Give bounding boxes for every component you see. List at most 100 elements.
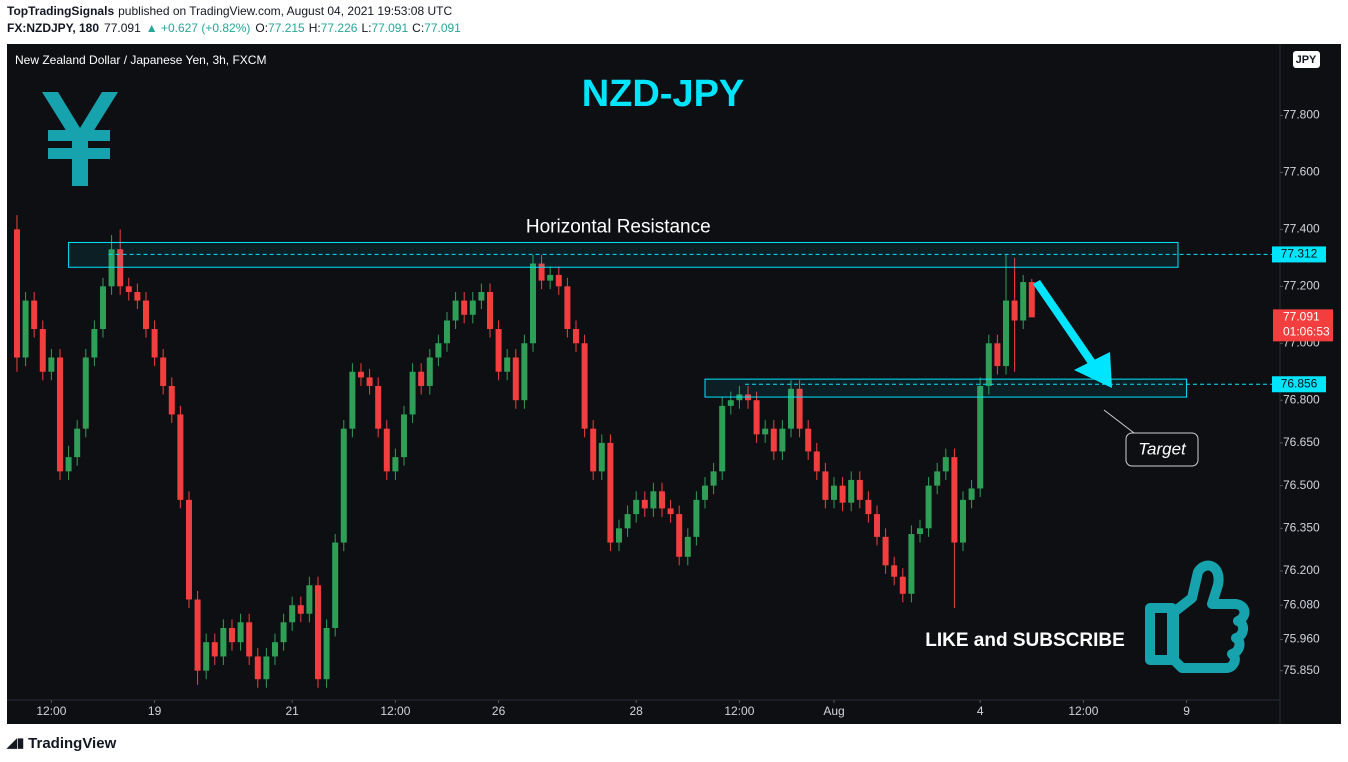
candle-body xyxy=(168,385,175,415)
candle-body xyxy=(590,428,597,472)
level-badge xyxy=(1272,376,1326,393)
candle-body xyxy=(435,343,442,358)
symbol-description: New Zealand Dollar / Japanese Yen, 3h, F… xyxy=(15,53,266,67)
change: ▲ +0.627 (+0.82%) xyxy=(146,21,251,35)
candle-body xyxy=(830,485,837,500)
candle-body xyxy=(805,428,812,452)
candle-body xyxy=(228,627,235,643)
candle-body xyxy=(839,485,846,503)
candle-body xyxy=(676,514,683,557)
candle-body xyxy=(538,263,545,281)
x-tick-label: 12:00 xyxy=(36,704,66,718)
y-tick-label: 77.200 xyxy=(1283,278,1320,292)
candle-body xyxy=(865,499,872,515)
candle-body xyxy=(762,428,769,435)
candle-body xyxy=(99,286,106,330)
candle-body xyxy=(977,385,984,489)
candle-body xyxy=(194,599,201,671)
brand-text: TradingView xyxy=(28,735,116,752)
candle-body xyxy=(667,508,674,515)
candle-body xyxy=(719,405,726,472)
candle-body xyxy=(263,656,270,680)
candle-body xyxy=(469,300,476,315)
candle-body xyxy=(813,451,820,472)
candle-body xyxy=(314,585,321,680)
candle-body xyxy=(91,329,98,358)
x-tick-label: 21 xyxy=(286,704,300,718)
candle-body xyxy=(108,249,115,287)
candle-body xyxy=(994,343,1001,367)
candle-body xyxy=(779,428,786,452)
currency: JPY xyxy=(1296,54,1317,66)
candle-body xyxy=(366,377,373,386)
candle-body xyxy=(959,499,966,543)
candle-body xyxy=(727,400,734,406)
candle-body xyxy=(504,357,511,372)
candle-body xyxy=(624,514,631,529)
symbol-line: FX:NZDJPY, 180 77.091 ▲ +0.627 (+0.82%) O:7… xyxy=(7,21,461,35)
candle-body xyxy=(39,329,46,372)
candle-body xyxy=(770,428,777,452)
candle-body xyxy=(478,292,485,301)
candle-body xyxy=(710,471,717,486)
candle-body xyxy=(125,286,132,293)
candle-body xyxy=(753,400,760,435)
x-tick-label: 28 xyxy=(630,704,644,718)
candle-body xyxy=(658,491,665,509)
candle-body xyxy=(1028,282,1035,318)
candle-body xyxy=(968,488,975,500)
candle-body xyxy=(160,357,167,386)
candle-body xyxy=(418,371,425,386)
callout-box xyxy=(1125,432,1199,467)
y-tick-label: 76.200 xyxy=(1283,563,1320,577)
candle-body xyxy=(297,605,304,614)
candle-body xyxy=(615,528,622,543)
candle-body xyxy=(31,300,38,330)
author: TopTradingSignals xyxy=(7,4,114,18)
candle-body xyxy=(822,471,829,500)
x-tick-label: 9 xyxy=(1183,704,1190,718)
y-tick-label: 75.960 xyxy=(1283,632,1320,646)
candle-body xyxy=(899,576,906,594)
candle-body xyxy=(633,499,640,515)
target-text: Target xyxy=(1138,439,1187,458)
ohlc-value: 77.226 xyxy=(321,21,358,35)
candle-body xyxy=(856,479,863,500)
candle-body xyxy=(65,457,72,472)
candle-body xyxy=(13,229,20,358)
zone-label: Horizontal Resistance xyxy=(526,216,711,237)
plot: 77.80077.60077.40077.20077.00076.80076.6… xyxy=(13,108,1333,718)
last-price: 77.091 xyxy=(1283,310,1320,324)
candle-body xyxy=(134,292,141,301)
candle-body xyxy=(22,300,29,358)
ohlc-label: C: xyxy=(412,21,424,35)
candle-body xyxy=(443,320,450,344)
candle-body xyxy=(340,428,347,543)
candle-body xyxy=(383,428,390,472)
candle-body xyxy=(289,605,296,623)
candle-body xyxy=(598,442,605,472)
candle-body xyxy=(985,343,992,386)
candle-body xyxy=(349,371,356,429)
candle-body xyxy=(1011,300,1018,321)
ohlc-value: 77.091 xyxy=(371,21,408,35)
candle-body xyxy=(564,286,571,330)
candle-body xyxy=(925,485,932,529)
candle-body xyxy=(650,491,657,509)
candle-body xyxy=(882,536,889,566)
bar-timer: 01:06:53 xyxy=(1283,325,1330,339)
target-callout: Target xyxy=(1103,409,1199,467)
candle-body xyxy=(486,292,493,330)
callout-pointer xyxy=(1103,409,1139,437)
x-tick-label: 12:00 xyxy=(380,704,410,718)
candle-body xyxy=(873,514,880,537)
candle-body xyxy=(357,371,364,378)
candle-body xyxy=(701,485,708,500)
candle-body xyxy=(693,499,700,537)
candle-body xyxy=(400,414,407,458)
y-tick-label: 77.800 xyxy=(1283,108,1320,122)
candle-body xyxy=(581,343,588,429)
candle-body xyxy=(237,622,244,643)
